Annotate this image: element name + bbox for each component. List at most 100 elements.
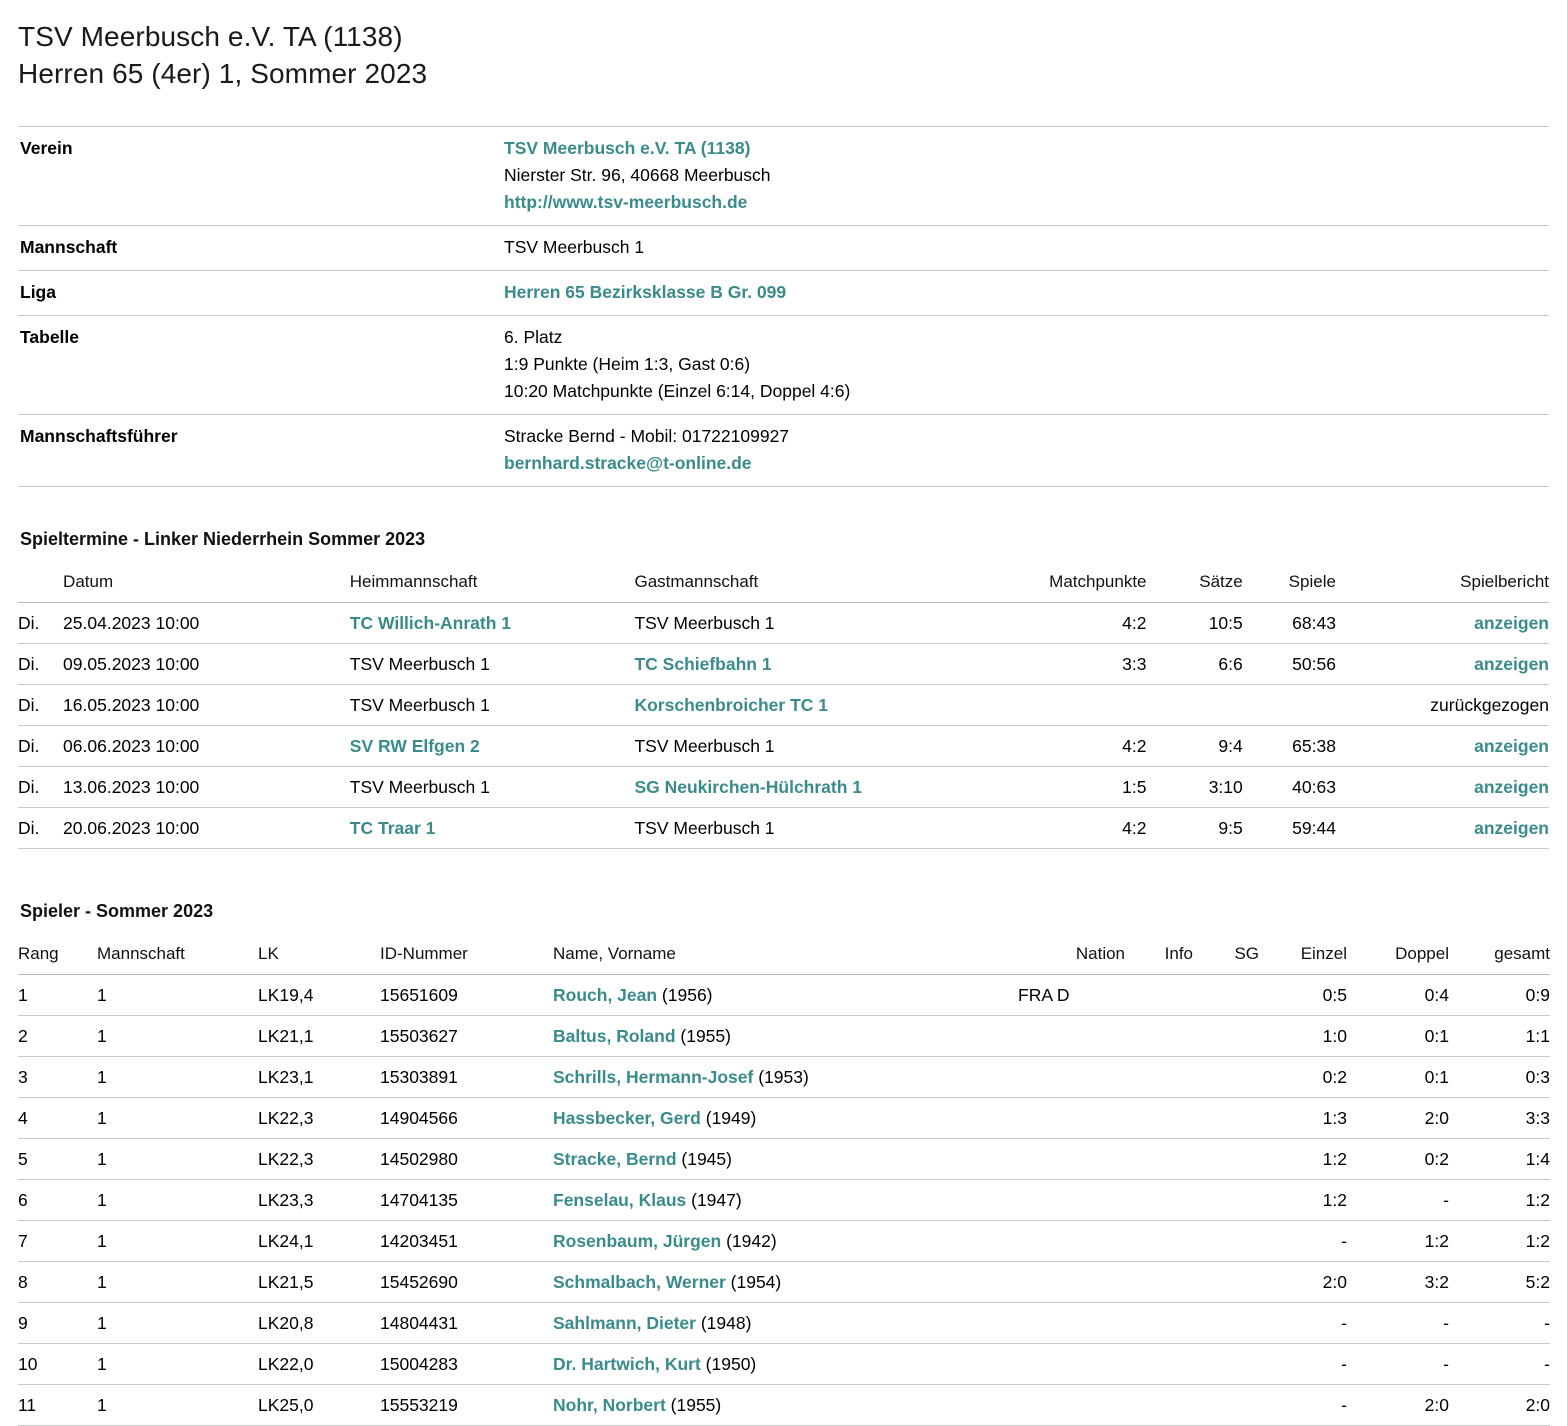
match-guest-team-text[interactable]: TC Schiefbahn 1 — [634, 654, 772, 674]
match-matchpoints — [995, 685, 1147, 726]
match-datetime: 16.05.2023 10:00 — [63, 685, 350, 726]
match-report-link-text[interactable]: anzeigen — [1474, 818, 1549, 838]
match-weekday-text: Di. — [18, 818, 40, 838]
player-id: 15452690 — [380, 1272, 458, 1292]
match-sets: 3:10 — [1147, 767, 1243, 808]
player-rank: 11 — [18, 1395, 37, 1415]
player-nation — [1018, 1057, 1125, 1098]
match-home-team-text[interactable]: SV RW Elfgen 2 — [349, 736, 480, 756]
match-guest-team: SG Neukirchen-Hülchrath 1 — [634, 767, 994, 808]
match-matchpoints-text: 1:5 — [1122, 777, 1147, 797]
player-name-link[interactable]: Rouch, Jean — [553, 985, 658, 1005]
captain-email-link[interactable]: bernhard.stracke@t-online.de — [504, 453, 752, 473]
player-einzel: 1:0 — [1322, 1026, 1347, 1046]
player-info — [1125, 1221, 1193, 1262]
info-label-mannschaftsfuehrer: Mannschaftsführer — [20, 426, 178, 446]
player-einzel: - — [1341, 1354, 1347, 1374]
match-report-link: anzeigen — [1336, 726, 1549, 767]
player-name-link[interactable]: Dr. Hartwich, Kurt — [553, 1354, 701, 1374]
player-doppel: - — [1443, 1354, 1449, 1374]
player-name-link[interactable]: Schrills, Hermann-Josef — [553, 1067, 754, 1087]
player-sg — [1193, 1344, 1259, 1385]
match-datetime: 09.05.2023 10:00 — [63, 644, 350, 685]
match-weekday-text: Di. — [18, 777, 40, 797]
player-row: 11 1 LK25,0 15553219 Nohr, Norbert (1955) -2… — [18, 1385, 1550, 1426]
match-guest-team-text[interactable]: SG Neukirchen-Hülchrath 1 — [634, 777, 863, 797]
players-col-doppel: Doppel — [1395, 944, 1449, 963]
match-report-link-text[interactable]: anzeigen — [1474, 654, 1549, 674]
match-weekday-text: Di. — [18, 654, 40, 674]
matches-col-spielbericht: Spielbericht — [1460, 572, 1549, 591]
player-gesamt: 2:0 — [1525, 1395, 1550, 1415]
match-row: Di. 25.04.2023 10:00 TC Willich-Anrath 1 TS… — [18, 603, 1549, 644]
player-name-link[interactable]: Nohr, Norbert — [553, 1395, 666, 1415]
players-col-lk: LK — [258, 944, 279, 963]
player-team: 1 — [97, 1026, 107, 1046]
match-weekday: Di. — [18, 644, 63, 685]
player-info — [1125, 1016, 1193, 1057]
player-einzel: 1:2 — [1322, 1149, 1347, 1169]
info-row-mannschaftsfuehrer: Mannschaftsführer Stracke Bernd - Mobil:… — [18, 415, 1549, 487]
page-title: TSV Meerbusch e.V. TA (1138) Herren 65 (… — [18, 14, 1549, 92]
player-rank: 1 — [18, 985, 28, 1005]
match-sets-text: 9:5 — [1218, 818, 1243, 838]
players-col-mannschaft: Mannschaft — [97, 944, 185, 963]
info-value-verein: TSV Meerbusch e.V. TA (1138) Nierster St… — [504, 127, 1549, 226]
player-team: 1 — [97, 1231, 107, 1251]
match-weekday-text: Di. — [18, 613, 40, 633]
match-weekday: Di. — [18, 808, 63, 849]
match-report-link-text[interactable]: anzeigen — [1474, 613, 1549, 633]
match-guest-team: TSV Meerbusch 1 — [634, 603, 994, 644]
player-birth-year: (1950) — [700, 1354, 757, 1374]
player-name-link[interactable]: Sahlmann, Dieter — [553, 1313, 696, 1333]
match-sets-text: 6:6 — [1218, 654, 1243, 674]
matches-table: Datum Heimmannschaft Gastmannschaft Matc… — [18, 572, 1549, 849]
player-name-cell: Fenselau, Klaus (1947) — [553, 1180, 1018, 1221]
match-weekday: Di. — [18, 603, 63, 644]
player-doppel: 0:2 — [1424, 1149, 1449, 1169]
player-name-link[interactable]: Stracke, Bernd — [553, 1149, 677, 1169]
match-home-team-text[interactable]: TC Willich-Anrath 1 — [349, 613, 512, 633]
player-einzel: 0:5 — [1322, 985, 1347, 1005]
player-sg — [1193, 1221, 1259, 1262]
players-col-einzel: Einzel — [1300, 944, 1347, 963]
match-sets: 6:6 — [1147, 644, 1243, 685]
match-home-team-text[interactable]: TC Traar 1 — [349, 818, 436, 838]
player-name-link[interactable]: Baltus, Roland — [553, 1026, 676, 1046]
player-id: 15004283 — [380, 1354, 458, 1374]
player-rank: 8 — [18, 1272, 28, 1292]
player-gesamt: 0:9 — [1525, 985, 1550, 1005]
match-games-text: 50:56 — [1292, 654, 1336, 674]
player-info — [1125, 1180, 1193, 1221]
table-matchpoints: 10:20 Matchpunkte (Einzel 6:14, Doppel 4… — [504, 381, 851, 401]
match-report-link-text[interactable]: anzeigen — [1474, 777, 1549, 797]
club-name-link[interactable]: TSV Meerbusch e.V. TA (1138) — [504, 138, 751, 158]
matches-section: Spieltermine - Linker Niederrhein Sommer… — [18, 529, 1549, 849]
player-name-link[interactable]: Hassbecker, Gerd — [553, 1108, 701, 1128]
player-row: 7 1 LK24,1 14203451 Rosenbaum, Jürgen (1942)… — [18, 1221, 1550, 1262]
match-report-link-text: zurückgezogen — [1430, 695, 1549, 715]
player-id: 14804431 — [380, 1313, 458, 1333]
match-guest-team-text[interactable]: Korschenbroicher TC 1 — [634, 695, 828, 715]
match-home-team: SV RW Elfgen 2 — [350, 726, 635, 767]
player-id: 15303891 — [380, 1067, 458, 1087]
player-doppel: 0:4 — [1424, 985, 1449, 1005]
match-report-link-text[interactable]: anzeigen — [1474, 736, 1549, 756]
player-name-link[interactable]: Rosenbaum, Jürgen — [553, 1231, 722, 1251]
club-website-link[interactable]: http://www.tsv-meerbusch.de — [504, 192, 748, 212]
liga-link[interactable]: Herren 65 Bezirksklasse B Gr. 099 — [504, 282, 787, 302]
player-name-link[interactable]: Fenselau, Klaus — [553, 1190, 687, 1210]
player-team: 1 — [97, 1149, 107, 1169]
player-gesamt: 3:3 — [1525, 1108, 1550, 1128]
player-gesamt: 0:3 — [1525, 1067, 1550, 1087]
player-birth-year: (1955) — [675, 1026, 731, 1046]
player-name-cell: Hassbecker, Gerd (1949) — [553, 1098, 1018, 1139]
player-birth-year: (1953) — [753, 1067, 809, 1087]
match-datetime-text: 09.05.2023 10:00 — [63, 654, 200, 674]
match-datetime: 06.06.2023 10:00 — [63, 726, 350, 767]
player-name-link[interactable]: Schmalbach, Werner — [553, 1272, 726, 1292]
info-label-liga: Liga — [20, 282, 56, 302]
player-birth-year: (1948) — [695, 1313, 752, 1333]
player-doppel: 0:1 — [1424, 1026, 1449, 1046]
